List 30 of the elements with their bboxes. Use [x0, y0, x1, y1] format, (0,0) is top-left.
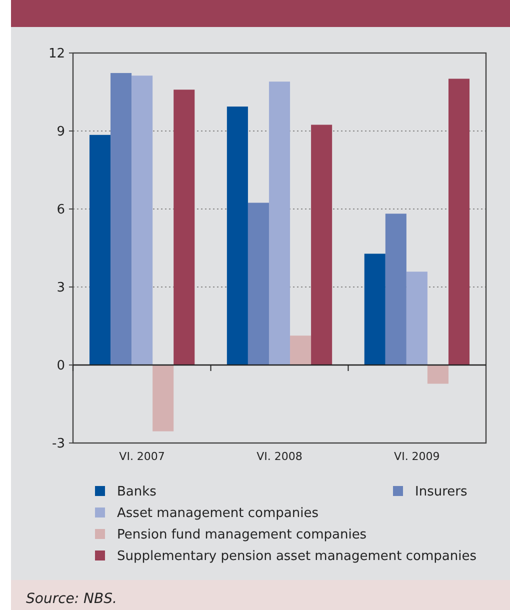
bar: [364, 254, 386, 365]
bar: [152, 365, 174, 432]
legend-label: Asset management companies: [117, 506, 319, 522]
bar: [132, 76, 153, 365]
bar: [406, 272, 428, 365]
bar: [174, 90, 195, 365]
x-tick-label: VI. 2007: [119, 450, 165, 463]
x-tick-label: VI. 2009: [394, 450, 440, 463]
bar: [89, 134, 111, 365]
bar: [427, 365, 448, 384]
bar: [110, 73, 132, 365]
legend-label: Banks: [117, 484, 157, 500]
bar: [385, 214, 406, 365]
bar: [226, 106, 248, 365]
y-tick-label: 3: [56, 280, 65, 296]
legend-label: Pension fund management companies: [117, 528, 367, 543]
bar: [311, 124, 332, 365]
x-tick-label: VI. 2008: [256, 450, 302, 463]
bar: [290, 336, 312, 365]
y-tick-label: 12: [48, 46, 65, 62]
y-tick-label: -3: [52, 436, 65, 452]
source-note: Source: NBS.: [26, 590, 117, 607]
bar: [248, 202, 269, 365]
bar: [448, 78, 470, 365]
legend-label: Supplementary pension asset management companies: [117, 549, 477, 564]
legend-label: Insurers: [415, 484, 468, 500]
y-tick-label: 0: [56, 358, 65, 374]
y-tick-label: 6: [56, 202, 65, 218]
y-tick-label: 9: [56, 124, 65, 140]
bar: [268, 82, 290, 365]
